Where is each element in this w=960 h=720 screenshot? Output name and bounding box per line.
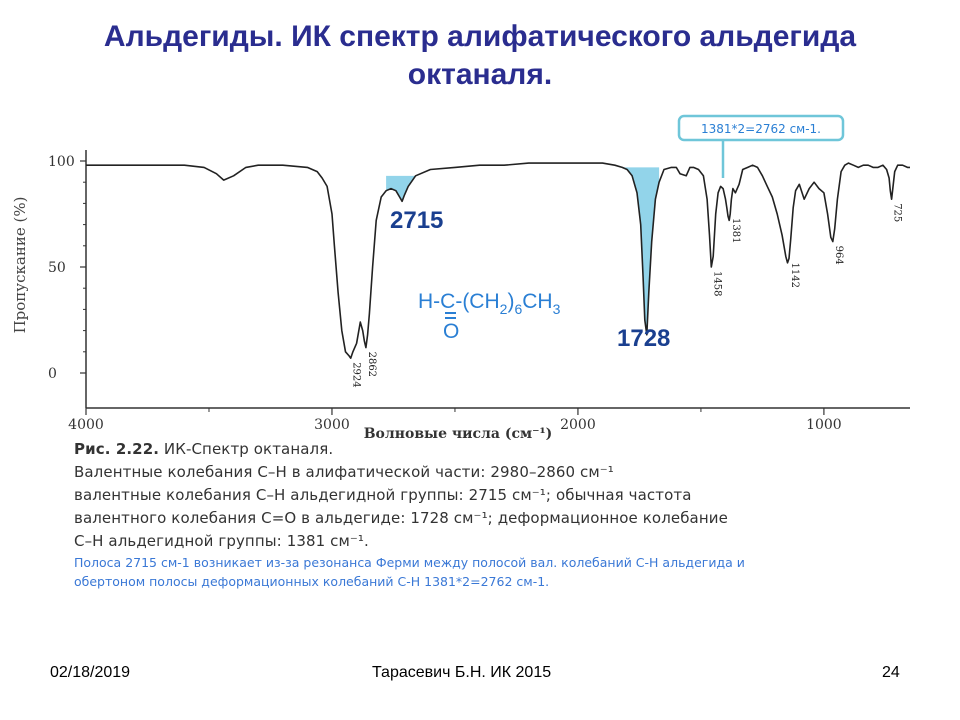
x-tick-label: 1000 [806,417,842,433]
fermi-resonance-note: Полоса 2715 см-1 возникает из-за резонан… [74,553,894,591]
formula-part: ) [507,290,514,313]
y-axis-label: Пропускание (%) [11,197,29,334]
caption-line: валентного колебания C=O в альдегиде: 17… [74,509,728,527]
slide-title-line-1: Альдегиды. ИК спектр алифатического альд… [103,20,857,53]
formula-part: H-C-(CH [418,290,500,313]
peak-label-1458: 1458 [711,271,722,296]
peak-label-725: 725 [892,203,903,222]
note-line: Полоса 2715 см-1 возникает из-за резонан… [74,555,745,570]
ir-spectrum-chart: 4000 3000 2000 1000 100 50 0 2715 1728 2924 2862 1… [11,114,910,440]
formula-subscript: 6 [514,301,522,317]
band-label-1728: 1728 [617,325,670,352]
x-axis-label: Волновые числа (см⁻¹) [364,426,553,440]
x-tick-label: 4000 [68,417,104,433]
caption-line: валентные колебания C–H альдегидной груп… [74,486,692,504]
caption-line: Валентные колебания C–H в алифатической … [74,463,614,481]
band-label-2715: 2715 [390,207,443,234]
note-line: обертоном полосы деформационных колебани… [74,574,550,589]
caption-line: C–H альдегидной группы: 1381 см⁻¹. [74,532,369,550]
y-tick-label: 0 [48,366,57,382]
footer-page-number: 24 [882,664,900,681]
peak-label-1381: 1381 [730,218,741,243]
slide-title: Альдегиды. ИК спектр алифатического альд… [30,18,930,94]
callout-box: 1381*2=2762 см-1. [677,114,845,178]
formula-part: CH [522,290,552,313]
caption-heading: Рис. 2.22. ИК-Спектр октаналя. [74,438,894,461]
peak-label-2924: 2924 [351,362,362,387]
callout-text: 1381*2=2762 см-1. [701,122,821,136]
footer-author: Тарасевич Б.Н. ИК 2015 [372,664,552,681]
svg-text:H-C-(CH2)6CH3: H-C-(CH2)6CH3 [418,290,561,317]
spectrum-trace [86,162,910,359]
peak-label-1142: 1142 [789,263,800,288]
x-tick-label: 2000 [560,417,596,433]
carbonyl-oxygen: O [443,320,459,343]
figure-label: Рис. 2.22. [74,440,160,458]
footer-date: 02/18/2019 [50,664,131,681]
molecular-formula: H-C-(CH2)6CH3 O [418,290,561,343]
peak-label-2862: 2862 [366,352,377,377]
formula-subscript: 3 [553,301,561,317]
y-tick-label: 50 [48,260,66,276]
figure-caption: Рис. 2.22. ИК-Спектр октаналя. Валентные… [74,438,894,553]
y-tick-label: 100 [48,154,75,170]
formula-subscript: 2 [500,301,508,317]
absorption-shaded-region [622,167,660,335]
x-tick-label: 3000 [314,417,350,433]
slide-title-line-2: октаналя. [407,58,553,91]
peak-label-964: 964 [833,246,844,265]
absorption-shaded-region [386,175,416,202]
figure-title: ИК-Спектр октаналя. [159,440,334,458]
